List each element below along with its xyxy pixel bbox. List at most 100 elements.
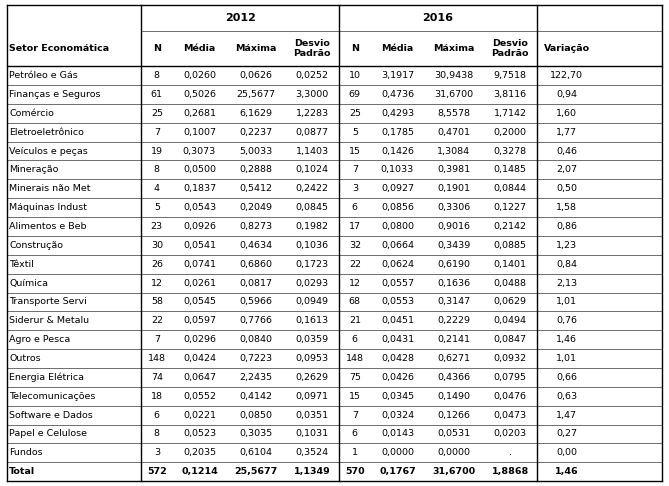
Text: 0,76: 0,76 [557,316,577,325]
Text: 1,23: 1,23 [557,241,577,250]
Text: 1,47: 1,47 [557,411,577,419]
Text: 0,0500: 0,0500 [183,165,216,174]
Text: 0,50: 0,50 [557,184,577,193]
Text: 0,1031: 0,1031 [296,430,328,438]
Text: 0,0476: 0,0476 [494,392,527,401]
Text: Comércio: Comércio [9,109,54,118]
Text: 0,3524: 0,3524 [296,449,328,457]
Text: 0,0545: 0,0545 [183,297,216,307]
Text: Software e Dados: Software e Dados [9,411,93,419]
Text: 2016: 2016 [423,13,454,23]
Text: 1,58: 1,58 [557,203,577,212]
Text: 32: 32 [349,241,361,250]
Text: 8: 8 [154,165,160,174]
Text: 3: 3 [352,184,358,193]
Text: 23: 23 [151,222,163,231]
Text: 1,3084: 1,3084 [438,147,470,156]
Text: 4: 4 [154,184,160,193]
Text: Desvio
Padrão: Desvio Padrão [294,39,331,58]
Text: 5: 5 [352,128,358,137]
Text: 3: 3 [154,449,160,457]
Text: 0,0000: 0,0000 [438,449,470,457]
Text: 5: 5 [154,203,160,212]
Text: 1,77: 1,77 [557,128,577,137]
Text: 0,8273: 0,8273 [240,222,272,231]
Text: 0,3035: 0,3035 [240,430,272,438]
Text: Outros: Outros [9,354,41,363]
Text: 0,4142: 0,4142 [240,392,272,401]
Text: Média: Média [381,44,413,53]
Text: 19: 19 [151,147,163,156]
Text: 1: 1 [352,449,358,457]
Text: Máxima: Máxima [235,44,276,53]
Text: Veículos e peças: Veículos e peças [9,147,88,156]
Text: 0,2141: 0,2141 [438,335,470,344]
Text: 0,6860: 0,6860 [240,260,272,269]
Text: 0,0800: 0,0800 [381,222,414,231]
Text: 0,0926: 0,0926 [183,222,216,231]
Text: 6,1629: 6,1629 [240,109,272,118]
Text: 0,0260: 0,0260 [183,71,216,80]
Text: 0,4736: 0,4736 [381,90,414,99]
Text: 0,0553: 0,0553 [381,297,414,307]
Text: 25,5677: 25,5677 [234,467,278,476]
Text: 5,0033: 5,0033 [240,147,272,156]
Text: 0,0664: 0,0664 [381,241,414,250]
Text: Agro e Pesca: Agro e Pesca [9,335,70,344]
Text: 0,1785: 0,1785 [381,128,414,137]
Text: 25: 25 [349,109,361,118]
Text: 0,2035: 0,2035 [183,449,216,457]
Text: Papel e Celulose: Papel e Celulose [9,430,88,438]
Text: 18: 18 [151,392,163,401]
Text: 0,0847: 0,0847 [494,335,527,344]
Text: 30: 30 [151,241,163,250]
Text: 0,5026: 0,5026 [183,90,216,99]
Text: Siderur & Metalu: Siderur & Metalu [9,316,90,325]
Text: 10: 10 [349,71,361,80]
Text: 0,0431: 0,0431 [381,335,414,344]
Text: 2,2435: 2,2435 [240,373,272,382]
Text: 30,9438: 30,9438 [434,71,474,80]
Text: 25: 25 [151,109,163,118]
Text: 0,0845: 0,0845 [296,203,328,212]
Text: 0,0428: 0,0428 [381,354,414,363]
Text: 0,27: 0,27 [557,430,577,438]
Text: Têxtil: Têxtil [9,260,34,269]
Text: 0,00: 0,00 [557,449,577,457]
Text: 1,1403: 1,1403 [296,147,328,156]
Text: 0,4634: 0,4634 [240,241,272,250]
Text: 0,3981: 0,3981 [438,165,470,174]
Text: Máxima: Máxima [433,44,474,53]
Text: 0,7766: 0,7766 [240,316,272,325]
Text: 6: 6 [352,335,358,344]
Text: 0,2237: 0,2237 [240,128,272,137]
Text: 1,2283: 1,2283 [296,109,328,118]
Text: 0,1401: 0,1401 [494,260,527,269]
Text: Finanças e Seguros: Finanças e Seguros [9,90,101,99]
Text: 2012: 2012 [225,13,256,23]
Text: 1,60: 1,60 [557,109,577,118]
Text: 0,0647: 0,0647 [183,373,216,382]
Text: 0,0531: 0,0531 [438,430,470,438]
Text: Fundos: Fundos [9,449,43,457]
Text: 0,0953: 0,0953 [296,354,328,363]
Text: 0,0597: 0,0597 [183,316,216,325]
Text: 0,2629: 0,2629 [296,373,328,382]
Text: 17: 17 [349,222,361,231]
Text: 0,5412: 0,5412 [240,184,272,193]
Text: Total: Total [9,467,35,476]
Text: Variação: Variação [544,44,590,53]
Text: 0,1036: 0,1036 [296,241,328,250]
Text: 0,0203: 0,0203 [494,430,527,438]
Text: 3,8116: 3,8116 [494,90,527,99]
Text: 0,1033: 0,1033 [381,165,414,174]
Text: Máquinas Indust: Máquinas Indust [9,203,88,212]
Text: 6: 6 [352,430,358,438]
Text: 0,0840: 0,0840 [240,335,272,344]
Text: 1,8868: 1,8868 [492,467,529,476]
Text: 0,0000: 0,0000 [381,449,414,457]
Text: 0,0795: 0,0795 [494,373,527,382]
Text: 0,0557: 0,0557 [381,278,414,288]
Text: 2,13: 2,13 [557,278,577,288]
Text: Desvio
Padrão: Desvio Padrão [492,39,529,58]
